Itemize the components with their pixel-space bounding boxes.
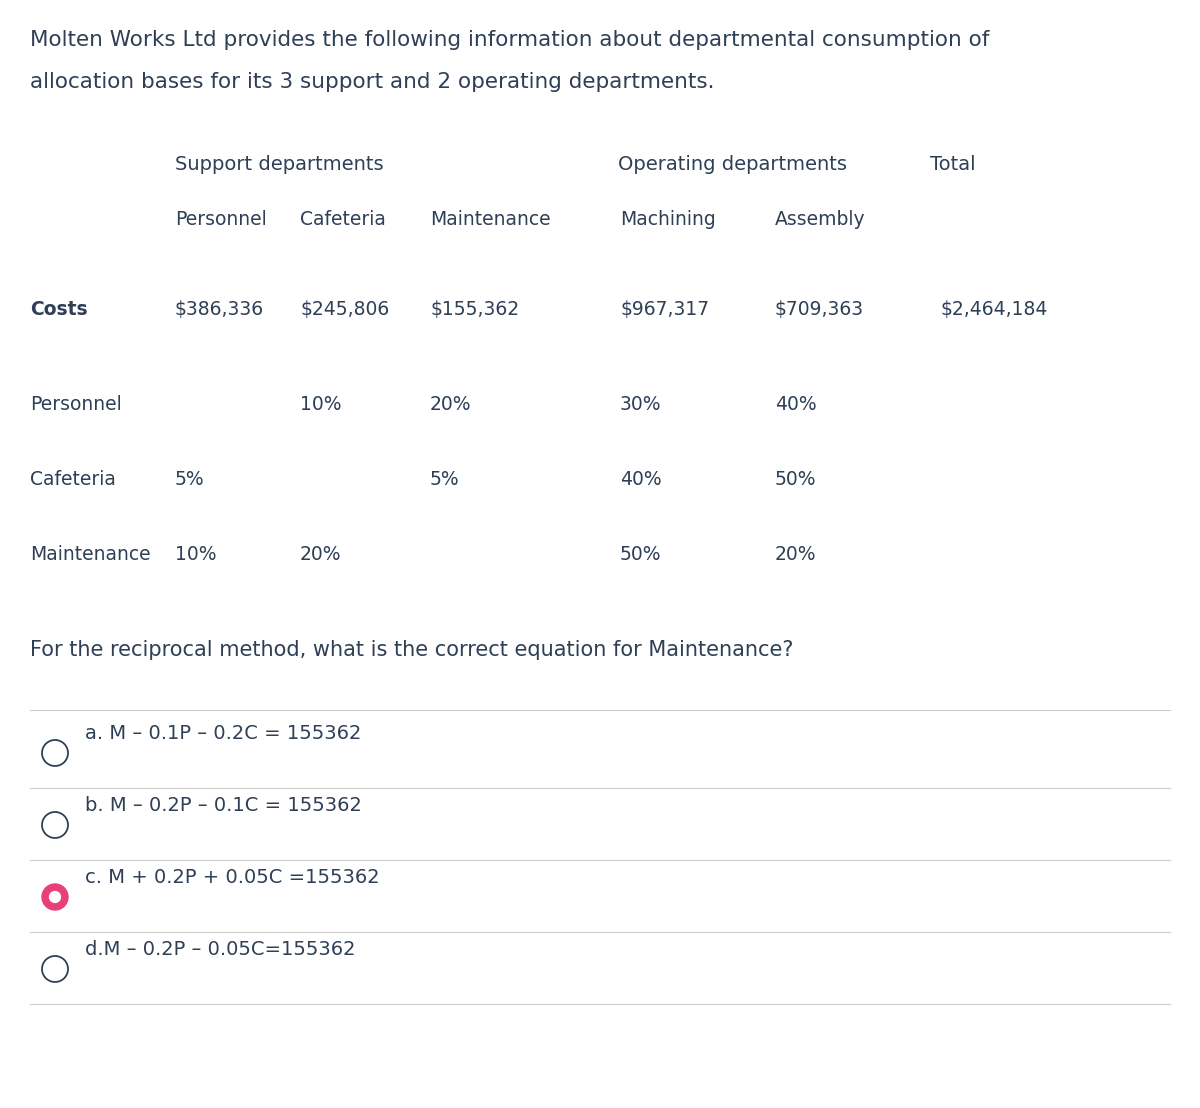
Text: 20%: 20% [300, 545, 342, 564]
Text: For the reciprocal method, what is the correct equation for Maintenance?: For the reciprocal method, what is the c… [30, 640, 793, 660]
Text: 30%: 30% [620, 394, 661, 414]
Text: allocation bases for its 3 support and 2 operating departments.: allocation bases for its 3 support and 2… [30, 72, 714, 92]
Text: a. M – 0.1P – 0.2C = 155362: a. M – 0.1P – 0.2C = 155362 [85, 724, 361, 743]
Text: Cafeteria: Cafeteria [30, 470, 116, 489]
Text: $967,317: $967,317 [620, 300, 709, 319]
Text: 50%: 50% [775, 470, 816, 489]
Text: Total: Total [930, 155, 976, 174]
Text: 40%: 40% [775, 394, 817, 414]
Text: 20%: 20% [430, 394, 472, 414]
Text: Cafeteria: Cafeteria [300, 211, 386, 229]
Text: 5%: 5% [175, 470, 205, 489]
Text: 10%: 10% [175, 545, 216, 564]
Text: 5%: 5% [430, 470, 460, 489]
Circle shape [49, 892, 60, 902]
Text: b. M – 0.2P – 0.1C = 155362: b. M – 0.2P – 0.1C = 155362 [85, 796, 362, 815]
Text: c. M + 0.2P + 0.05C =155362: c. M + 0.2P + 0.05C =155362 [85, 868, 379, 888]
Text: $245,806: $245,806 [300, 300, 389, 319]
Text: $2,464,184: $2,464,184 [940, 300, 1048, 319]
Text: Personnel: Personnel [30, 394, 121, 414]
Text: $155,362: $155,362 [430, 300, 520, 319]
Text: Machining: Machining [620, 211, 715, 229]
Text: Maintenance: Maintenance [430, 211, 551, 229]
Text: $709,363: $709,363 [775, 300, 864, 319]
Circle shape [42, 884, 68, 910]
Text: 40%: 40% [620, 470, 661, 489]
Text: Molten Works Ltd provides the following information about departmental consumpti: Molten Works Ltd provides the following … [30, 30, 989, 50]
Text: Costs: Costs [30, 300, 88, 319]
Text: d.M – 0.2P – 0.05C=155362: d.M – 0.2P – 0.05C=155362 [85, 940, 355, 960]
Text: Assembly: Assembly [775, 211, 865, 229]
Text: 10%: 10% [300, 394, 342, 414]
Text: $386,336: $386,336 [175, 300, 264, 319]
Text: Maintenance: Maintenance [30, 545, 151, 564]
Text: Operating departments: Operating departments [618, 155, 847, 174]
Text: Personnel: Personnel [175, 211, 266, 229]
Text: 20%: 20% [775, 545, 816, 564]
Text: Support departments: Support departments [175, 155, 384, 174]
Text: 50%: 50% [620, 545, 661, 564]
